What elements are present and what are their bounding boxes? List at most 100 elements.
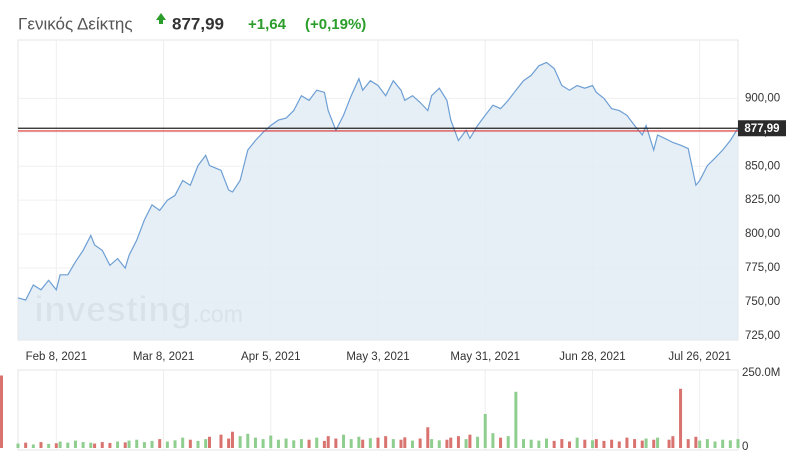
x-tick-label: Jul 26, 2021	[668, 351, 731, 363]
volume-bar	[399, 439, 403, 448]
volume-bar	[602, 440, 606, 448]
volume-bar	[16, 443, 20, 448]
volume-bar	[491, 433, 495, 448]
volume-bar	[545, 438, 549, 448]
volume-tick-label: 250.0M	[742, 367, 780, 379]
volume-bar	[135, 439, 139, 448]
volume-bar	[307, 439, 311, 448]
volume-bar	[590, 440, 594, 448]
volume-bar	[522, 439, 526, 448]
volume-bar	[418, 438, 422, 448]
x-tick-label: Jun 28, 2021	[559, 351, 626, 363]
volume-bar	[24, 442, 28, 448]
volume-bar	[108, 442, 112, 448]
volume-bar	[73, 440, 77, 448]
volume-bar	[196, 440, 200, 448]
volume-bar	[207, 436, 211, 448]
volume-bar	[81, 442, 85, 448]
last-price-box	[738, 120, 786, 137]
volume-bar	[123, 442, 127, 448]
volume-bar	[506, 436, 510, 448]
volume-bar	[728, 440, 732, 448]
volume-bar	[656, 437, 660, 448]
volume-bar	[456, 436, 460, 448]
volume-bar	[47, 443, 51, 448]
volume-bar	[361, 439, 365, 448]
volume-bar	[116, 441, 120, 448]
y-tick-label: 800,00	[745, 228, 780, 240]
volume-bar	[357, 436, 361, 448]
volume-bar	[721, 439, 725, 448]
volume-bar	[391, 439, 395, 448]
volume-bar	[575, 437, 579, 448]
volume-bar	[694, 436, 698, 448]
volume-bar	[610, 439, 614, 448]
volume-bar	[464, 439, 468, 448]
volume-bar	[276, 439, 280, 448]
volume-bar	[58, 441, 62, 448]
volume-bar	[384, 436, 388, 448]
volume-bar	[679, 388, 683, 448]
volume-bar	[537, 440, 541, 448]
volume-bar	[39, 442, 43, 448]
volume-bar	[219, 434, 223, 448]
area	[18, 62, 738, 341]
volume-bar	[299, 439, 303, 448]
up-arrow	[156, 13, 166, 24]
volume-bar	[476, 436, 480, 448]
volume-bar	[349, 439, 353, 448]
y-tick-label: 725,00	[745, 330, 780, 342]
volume-bar	[326, 436, 330, 448]
volume-bar	[181, 437, 185, 448]
volume-bar	[188, 439, 192, 448]
volume-bar	[334, 438, 338, 448]
volume-bar	[292, 440, 296, 448]
volume-bar	[165, 441, 169, 448]
x-tick-label: Apr 5, 2021	[241, 351, 300, 363]
volume-bar	[342, 434, 346, 448]
volume-bar	[698, 440, 702, 448]
volume-bar	[253, 437, 257, 448]
volume-bar	[499, 437, 503, 448]
volume-bar	[468, 434, 472, 448]
volume-bar	[142, 442, 146, 448]
volume-bar	[54, 443, 58, 448]
volume-bar	[667, 439, 671, 448]
volume-bar	[150, 440, 154, 448]
volume-bar	[227, 438, 231, 448]
volume-bar	[31, 444, 35, 448]
volume-bar	[284, 438, 288, 448]
x-tick-label: Feb 8, 2021	[26, 351, 87, 363]
change: +1,64	[248, 16, 287, 33]
change-pct: (+0,19%)	[305, 16, 366, 33]
volume-bar	[430, 439, 434, 448]
y-tick-label: 750,00	[745, 296, 780, 308]
volume-bar	[315, 437, 319, 448]
y-tick-label: 900,00	[745, 92, 780, 104]
volume-bar	[686, 439, 690, 448]
price-line	[17, 61, 739, 301]
volume-bar	[633, 439, 637, 448]
volume-bar	[100, 442, 104, 448]
volume-bar	[736, 439, 740, 448]
volume-bar	[368, 438, 372, 448]
volume-bar	[426, 427, 430, 448]
chart-title: Γενικός Δείκτης	[18, 14, 133, 33]
volume-bar	[483, 413, 487, 448]
volume-tick-label: 0	[742, 441, 748, 453]
y-tick-label: 850,00	[745, 160, 780, 172]
volume-bar	[449, 437, 453, 448]
volume-bar	[445, 439, 449, 448]
x-tick-label: May 3, 2021	[346, 351, 409, 363]
volume-bar	[567, 441, 571, 448]
volume-bar	[403, 437, 407, 448]
volume-bar	[127, 440, 131, 448]
volume-bar	[437, 440, 441, 448]
volume-bar	[89, 442, 93, 448]
volume-bar	[246, 433, 250, 448]
volume-bar	[552, 440, 556, 448]
volume-bar	[705, 439, 709, 448]
volume-bar	[269, 435, 273, 448]
volume-bar	[640, 440, 644, 448]
